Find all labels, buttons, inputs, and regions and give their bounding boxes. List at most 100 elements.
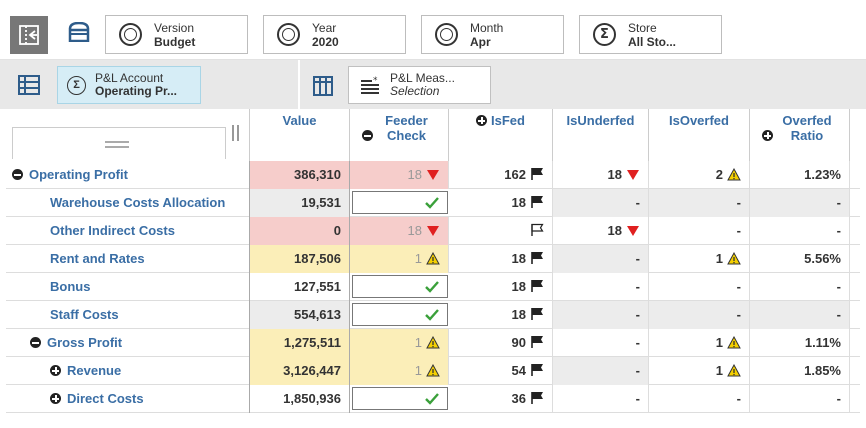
feeder-check-cell[interactable] [352, 191, 448, 214]
row-label-cell[interactable]: Gross Profit [6, 329, 250, 357]
isfed-cell[interactable]: 18 [449, 189, 553, 217]
row-label-cell[interactable]: Operating Profit [6, 161, 250, 189]
rows-area-button[interactable] [18, 75, 40, 98]
isoverfed-cell[interactable]: - [649, 189, 750, 217]
drag-lines-icon [105, 141, 129, 148]
value-cell[interactable]: 19,531 [250, 189, 350, 217]
overfed-ratio-cell[interactable]: 1.11% [750, 329, 850, 357]
column-header-isoverfed[interactable]: IsOverfed [649, 109, 750, 161]
panel-toggle-button[interactable] [68, 21, 90, 45]
column-dimension-chip[interactable]: * P&L Meas... Selection [348, 66, 491, 104]
isunderfed-cell[interactable]: - [553, 385, 649, 413]
isfed-cell[interactable]: 90 [449, 329, 553, 357]
warning-icon [727, 359, 741, 387]
feeder-count: 1 [414, 335, 422, 350]
feeder-check-cell[interactable]: 1 [350, 245, 449, 273]
expand-icon[interactable] [476, 115, 488, 126]
filter-label: Store [628, 20, 657, 35]
collapse-icon[interactable] [361, 130, 373, 141]
column-header-isunderfed[interactable]: IsUnderfed [553, 109, 649, 161]
isunderfed-cell[interactable]: - [553, 301, 649, 329]
isfed-cell[interactable]: 18 [449, 301, 553, 329]
filter-label: Year [312, 20, 337, 35]
isoverfed-cell[interactable]: 2 [649, 161, 750, 189]
row-label-cell[interactable]: Staff Costs [6, 301, 250, 329]
column-header-value[interactable]: Value [250, 109, 350, 161]
table-row: Direct Costs 1,850,936 36 - - - [6, 385, 860, 413]
isunderfed-count: 18 [607, 167, 622, 182]
overfed-ratio-cell[interactable]: 1.23% [750, 161, 850, 189]
row-label-cell[interactable]: Direct Costs [6, 385, 250, 413]
table-row: Gross Profit 1,275,511 1 90 - 1 1.11% [6, 329, 860, 357]
collapse-panel-button[interactable] [10, 16, 48, 54]
row-label-cell[interactable]: Bonus [6, 273, 250, 301]
isfed-cell[interactable]: 18 [449, 245, 553, 273]
isunderfed-cell[interactable]: - [553, 189, 649, 217]
isfed-cell[interactable]: 54 [449, 357, 553, 385]
isfed-cell[interactable] [449, 217, 553, 245]
filter-store[interactable]: Σ Store All Sto... [579, 15, 722, 54]
value-cell[interactable]: 187,506 [250, 245, 350, 273]
value-cell[interactable]: 3,126,447 [250, 357, 350, 385]
isunderfed-cell[interactable]: - [553, 245, 649, 273]
isoverfed-cell[interactable]: - [649, 385, 750, 413]
isoverfed-cell[interactable]: 1 [649, 329, 750, 357]
collapse-icon[interactable] [12, 169, 23, 180]
isunderfed-cell[interactable]: - [553, 273, 649, 301]
isunderfed-cell[interactable]: - [553, 329, 649, 357]
value-cell[interactable]: 0 [250, 217, 350, 245]
isfed-cell[interactable]: 162 [449, 161, 553, 189]
overfed-ratio-cell[interactable]: - [750, 217, 850, 245]
expand-icon[interactable] [762, 130, 773, 141]
value-cell[interactable]: 127,551 [250, 273, 350, 301]
row-label: Other Indirect Costs [50, 223, 175, 238]
overfed-ratio-cell[interactable]: - [750, 273, 850, 301]
value-cell[interactable]: 386,310 [250, 161, 350, 189]
feeder-check-cell[interactable]: 18 [350, 217, 449, 245]
overfed-ratio-cell[interactable]: - [750, 385, 850, 413]
filter-month[interactable]: Month Apr [421, 15, 564, 54]
isunderfed-cell[interactable]: 18 [553, 217, 649, 245]
column-header-feeder-check[interactable]: Feeder Check [350, 109, 449, 161]
svg-text:*: * [373, 76, 378, 86]
value-cell[interactable]: 554,613 [250, 301, 350, 329]
row-dimension-chip[interactable]: Σ P&L Account Operating Pr... [57, 66, 201, 104]
collapse-icon[interactable] [30, 337, 41, 348]
isoverfed-cell[interactable]: 1 [649, 245, 750, 273]
row-label: Warehouse Costs Allocation [50, 195, 226, 210]
isoverfed-cell[interactable]: - [649, 301, 750, 329]
row-label-cell[interactable]: Other Indirect Costs [6, 217, 250, 245]
overfed-ratio-cell[interactable]: 5.56% [750, 245, 850, 273]
expand-icon[interactable] [50, 393, 61, 404]
feeder-check-cell[interactable] [352, 275, 448, 298]
drag-handle[interactable] [12, 127, 226, 159]
feeder-check-cell[interactable] [352, 303, 448, 326]
isunderfed-count: - [635, 363, 640, 378]
isunderfed-cell[interactable]: - [553, 357, 649, 385]
feeder-check-cell[interactable]: 1 [350, 357, 449, 385]
isoverfed-cell[interactable]: 1 [649, 357, 750, 385]
value-cell[interactable]: 1,275,511 [250, 329, 350, 357]
feeder-check-cell[interactable]: 1 [350, 329, 449, 357]
isoverfed-cell[interactable]: - [649, 217, 750, 245]
column-header-isfed[interactable]: IsFed [449, 109, 553, 161]
feeder-check-cell[interactable] [352, 387, 448, 410]
expand-icon[interactable] [50, 365, 61, 376]
isfed-cell[interactable]: 36 [449, 385, 553, 413]
feeder-check-cell[interactable]: 18 [350, 161, 449, 189]
isfed-cell[interactable]: 18 [449, 273, 553, 301]
value-cell[interactable]: 1,850,936 [250, 385, 350, 413]
isoverfed-cell[interactable]: - [649, 273, 750, 301]
columns-area-button[interactable] [313, 76, 333, 99]
overfed-ratio-cell[interactable]: 1.85% [750, 357, 850, 385]
filter-version[interactable]: Version Budget [105, 15, 248, 54]
filter-year[interactable]: Year 2020 [263, 15, 406, 54]
isunderfed-cell[interactable]: 18 [553, 161, 649, 189]
row-label-cell[interactable]: Rent and Rates [6, 245, 250, 273]
row-label-cell[interactable]: Revenue [6, 357, 250, 385]
column-header-overfed-ratio[interactable]: Overfed Ratio [750, 109, 850, 161]
row-label-cell[interactable]: Warehouse Costs Allocation [6, 189, 250, 217]
overfed-ratio-cell[interactable]: - [750, 189, 850, 217]
column-resize-grip[interactable] [232, 125, 239, 141]
overfed-ratio-cell[interactable]: - [750, 301, 850, 329]
